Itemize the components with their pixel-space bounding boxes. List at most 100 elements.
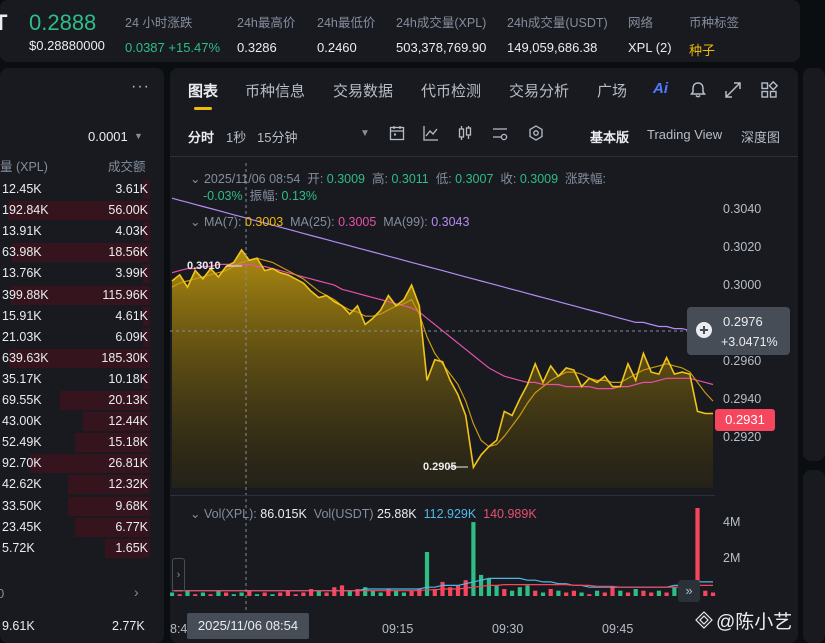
volume-bar	[216, 590, 221, 596]
order-book-row[interactable]: 52.49K 15.18K	[0, 432, 164, 453]
order-book-row[interactable]: 5.72K 1.65K	[0, 538, 164, 559]
y-tick: 0.3040	[723, 202, 762, 216]
tab-square[interactable]: 广场	[597, 83, 628, 100]
order-book-row[interactable]: 12.45K 3.61K	[0, 179, 164, 200]
volume-bar	[309, 589, 314, 596]
row-volume: 6.09K	[115, 329, 148, 344]
price-chart[interactable]	[170, 68, 798, 643]
volume-bar	[185, 590, 190, 596]
tab-trading-data[interactable]: 交易数据	[333, 83, 394, 100]
tab-chart[interactable]: 图表	[188, 83, 219, 100]
close-value: 0.3009	[519, 172, 559, 186]
interval-line[interactable]: 分时	[188, 130, 215, 145]
symbol-name[interactable]: T	[0, 10, 8, 35]
volume-bar	[471, 522, 476, 596]
y-tick: 0.2940	[723, 392, 762, 406]
indicator-icon[interactable]	[491, 124, 509, 142]
price-area-layer	[172, 249, 713, 488]
volume-bar	[625, 592, 631, 596]
precision-select[interactable]: 0.0001	[88, 129, 128, 144]
crosshair-percent: +3.0471%	[721, 335, 778, 349]
volume-bar	[424, 552, 430, 596]
volume-bar	[525, 585, 530, 596]
order-book-row[interactable]: 63.98K 18.56K	[0, 242, 164, 263]
tab-token-check[interactable]: 代币检测	[421, 83, 482, 100]
more-icon[interactable]: ···	[131, 78, 150, 95]
vol-usdt-value: 25.88K	[377, 507, 417, 521]
row-volume: 4.61K	[115, 308, 148, 323]
row-volume: 1.65K	[115, 540, 148, 555]
volume-bar	[262, 592, 267, 596]
grid-icon[interactable]	[759, 80, 779, 100]
order-book-row[interactable]: 69.55K 20.13K	[0, 390, 164, 411]
row-qty: 639.63K	[2, 350, 49, 365]
volume-bar	[177, 594, 182, 596]
divider	[170, 495, 715, 496]
volume-bar	[649, 592, 654, 596]
price-area	[172, 249, 713, 488]
order-book-row[interactable]: 15.91K 4.61K	[0, 306, 164, 327]
bell-icon[interactable]	[688, 80, 708, 100]
order-book-row[interactable]: 33.50K 9.68K	[0, 496, 164, 517]
order-book-row[interactable]: 42.62K 12.32K	[0, 474, 164, 495]
tab-trade-analysis[interactable]: 交易分析	[509, 83, 570, 100]
depth-bar	[142, 180, 150, 199]
eye-icon	[695, 611, 713, 629]
order-book-row[interactable]: 13.91K 4.03K	[0, 221, 164, 242]
row-volume: 4.03K	[115, 224, 148, 239]
candle-icon[interactable]	[456, 124, 474, 142]
order-book-row[interactable]: 21.03K 6.09K	[0, 327, 164, 348]
stat-value: 149,059,686.38	[507, 40, 598, 55]
collapse-caret-icon[interactable]: ⌄	[190, 507, 201, 521]
volume-bar	[486, 578, 491, 596]
add-alert-icon[interactable]	[696, 322, 712, 338]
settings-hex-icon[interactable]	[527, 124, 545, 142]
volume-bar	[401, 592, 406, 596]
volume-bar	[533, 590, 538, 596]
ai-button[interactable]: Ai	[653, 80, 668, 97]
order-book-row[interactable]: 43.00K 12.44K	[0, 411, 164, 432]
expand-icon[interactable]	[723, 80, 743, 100]
ma99-label: MA(99):	[383, 215, 428, 229]
order-book-row[interactable]: 35.17K 10.18K	[0, 369, 164, 390]
collapse-arrow-icon[interactable]: ›	[134, 584, 139, 600]
volume-bar	[239, 592, 244, 596]
order-book-row[interactable]: 92.70K 26.81K	[0, 453, 164, 474]
open-value: 0.3009	[326, 172, 366, 186]
volume-bar	[224, 592, 229, 596]
double-arrow-icon[interactable]: »	[678, 580, 700, 602]
sidebar-toggle-icon[interactable]: ›	[172, 558, 185, 592]
order-book-row[interactable]: 23.45K 6.77K	[0, 517, 164, 538]
view-basic[interactable]: 基本版	[590, 130, 630, 145]
volume-bar	[370, 590, 375, 596]
volume-bar	[710, 592, 716, 596]
view-depth[interactable]: 深度图	[741, 130, 781, 145]
chevron-down-icon[interactable]: ▼	[134, 131, 143, 141]
calendar-icon[interactable]	[388, 124, 406, 142]
ohlc-readout: ⌄ 2025/11/06 08:54 开: 0.3009 高: 0.3011 低…	[190, 168, 606, 187]
collapse-caret-icon[interactable]: ⌄	[190, 215, 201, 229]
volume-bar	[695, 508, 700, 596]
stat-network[interactable]: 网络 XPL (2)	[628, 12, 672, 55]
row-volume: 115.96K	[102, 287, 148, 302]
interval-1s[interactable]: 1秒	[226, 130, 247, 145]
right-side-panel-lower	[803, 470, 825, 643]
depth-bar	[75, 517, 150, 537]
row-volume: 6.77K	[115, 519, 148, 534]
stat-tag[interactable]: 币种标签 种子	[689, 12, 739, 59]
volume-bar	[494, 585, 499, 596]
vol-tick: 4M	[723, 515, 741, 529]
line-chart-icon[interactable]	[422, 124, 440, 142]
volume-bar	[332, 587, 337, 596]
order-book-row[interactable]: 639.63K 185.30K	[0, 348, 164, 369]
chevron-down-icon[interactable]: ▼	[360, 128, 370, 139]
order-book-row[interactable]: 399.88K 115.96K	[0, 285, 164, 306]
row-volume: 9.68K	[115, 498, 148, 513]
interval-15m[interactable]: 15分钟	[257, 130, 298, 145]
order-book-row[interactable]: 13.76K 3.99K	[0, 263, 164, 284]
order-book-row[interactable]: 192.84K 56.00K	[0, 200, 164, 221]
crosshair-price-box[interactable]: 0.2976 +3.0471%	[687, 307, 790, 355]
view-tradingview[interactable]: Trading View	[647, 127, 723, 142]
tab-coin-info[interactable]: 币种信息	[245, 83, 306, 100]
collapse-caret-icon[interactable]: ⌄	[190, 172, 201, 186]
